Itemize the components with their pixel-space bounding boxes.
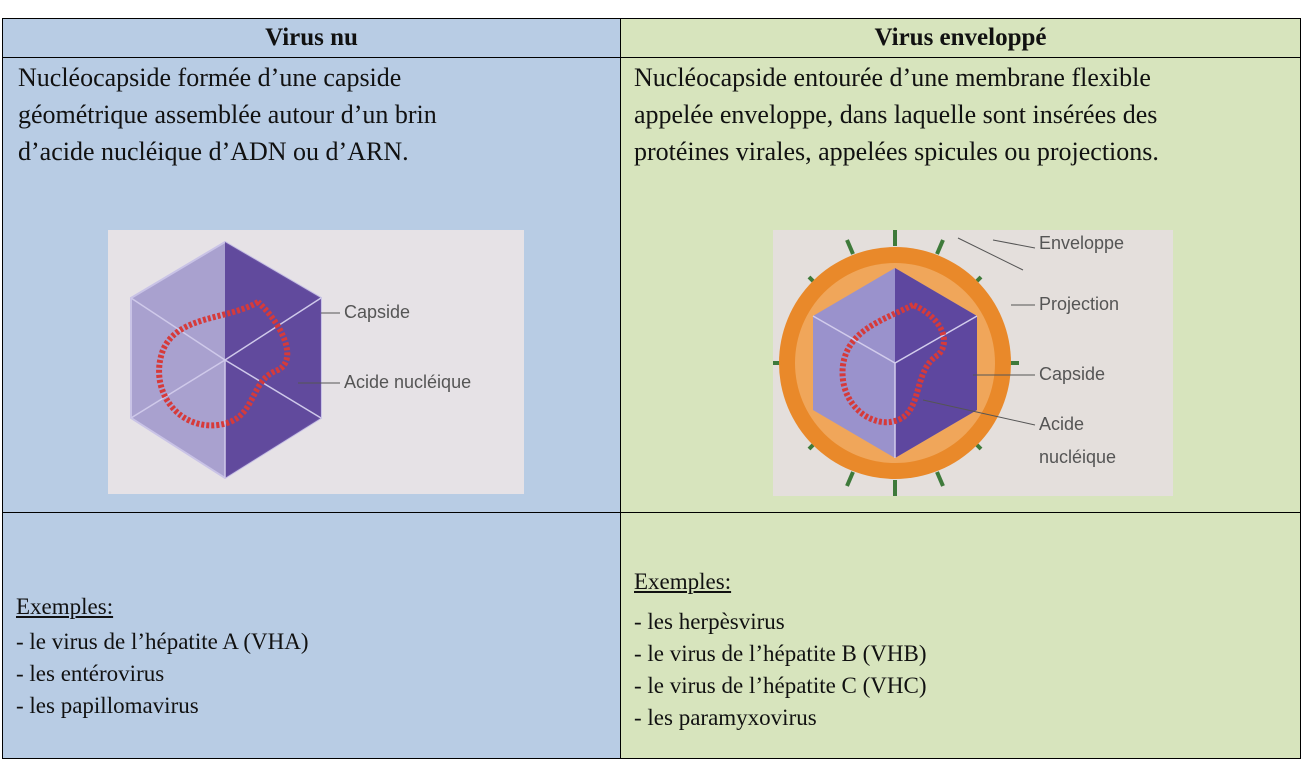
description-line: Nucléocapside entourée d’une membrane fl…	[634, 63, 1151, 92]
nucleic-acid	[839, 302, 947, 426]
cell	[2, 512, 621, 759]
header: Virus enveloppé	[874, 24, 1047, 51]
figure-label: Capside	[1039, 364, 1105, 384]
figure-label: Acide nucléique	[344, 372, 471, 392]
example-item: - le virus de l’hépatite B (VHB)	[634, 641, 927, 666]
capsid-face	[225, 242, 321, 478]
capsid-edges	[130, 297, 322, 478]
capsid-face	[895, 268, 977, 458]
examples-title: Exemples:	[634, 569, 732, 594]
description-line: appelée enveloppe, dans laquelle sont in…	[634, 100, 1158, 129]
description-line: d’acide nucléique d’ADN ou d’ARN.	[18, 137, 409, 166]
figure-label: nucléique	[1039, 447, 1116, 467]
example-item: - les herpèsvirus	[634, 609, 785, 634]
description-line: géométrique assemblée autour d’un brin	[18, 100, 437, 129]
header: Virus nu	[265, 24, 358, 51]
leader-line	[922, 399, 1036, 426]
cell	[620, 512, 1301, 759]
enveloped-virus-figure: Enveloppe Projection Capside Acide nuclé…	[773, 230, 1173, 496]
description-line: Nucléocapside formée d’une capside	[18, 63, 402, 92]
figure-label: Capside	[344, 302, 410, 322]
example-item: - les paramyxovirus	[634, 705, 817, 730]
naked-virus-figure: Capside Acide nucléique	[108, 230, 524, 494]
example-item: - le virus de l’hépatite A (VHA)	[16, 629, 309, 654]
capsid-edges	[812, 315, 978, 458]
description-line: protéines virales, appelées spicules ou …	[634, 137, 1159, 166]
example-item: - le virus de l’hépatite C (VHC)	[634, 673, 927, 698]
examples-title: Exemples:	[16, 594, 114, 619]
figure-label: Enveloppe	[1039, 233, 1124, 253]
figure-label: Projection	[1039, 294, 1119, 314]
figure-label: Acide	[1039, 414, 1084, 434]
header-cell: Virus enveloppé	[620, 18, 1301, 58]
header-cell: Virus nu	[2, 18, 621, 58]
example-item: - les papillomavirus	[16, 693, 199, 718]
leader-line	[957, 237, 1036, 271]
example-item: - les entérovirus	[16, 661, 165, 686]
nucleic-acid	[156, 299, 291, 429]
